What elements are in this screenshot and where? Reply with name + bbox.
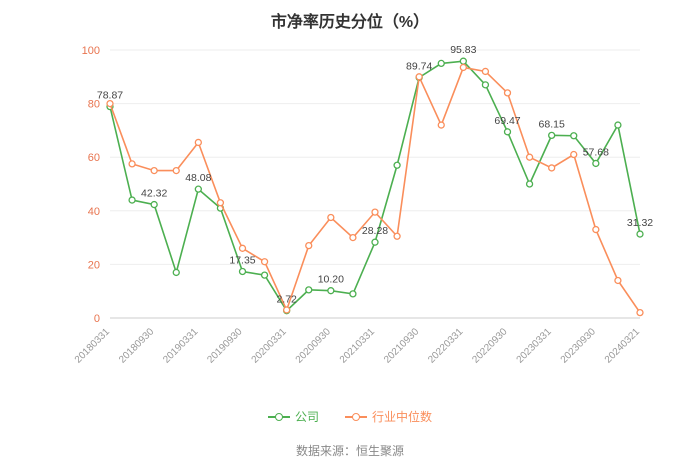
svg-text:48.08: 48.08	[185, 172, 211, 184]
svg-text:20230331: 20230331	[515, 326, 555, 366]
chart-legend: 公司 行业中位数	[0, 408, 700, 425]
svg-text:31.32: 31.32	[627, 217, 653, 229]
legend-circle-icon	[352, 412, 360, 421]
svg-text:17.35: 17.35	[229, 255, 255, 267]
legend-item-industry-median[interactable]: 行业中位数	[345, 408, 432, 425]
svg-text:42.32: 42.32	[141, 188, 167, 200]
svg-text:89.74: 89.74	[406, 60, 432, 72]
svg-text:69.47: 69.47	[494, 115, 520, 127]
legend-label-company: 公司	[294, 410, 319, 424]
legend-label-industry-median: 行业中位数	[372, 410, 433, 424]
svg-text:20180331: 20180331	[73, 326, 113, 366]
legend-circle-icon	[274, 412, 283, 421]
svg-text:68.15: 68.15	[539, 118, 565, 130]
svg-text:20: 20	[88, 259, 100, 271]
svg-text:20240321: 20240321	[603, 326, 643, 366]
legend-line-marker-company	[267, 412, 290, 421]
svg-text:20210331: 20210331	[338, 326, 378, 366]
svg-text:40: 40	[88, 206, 100, 218]
svg-text:20190930: 20190930	[205, 326, 245, 366]
svg-text:20200930: 20200930	[294, 326, 334, 366]
svg-text:80: 80	[88, 99, 100, 111]
svg-text:95.83: 95.83	[450, 44, 476, 56]
svg-text:2.72: 2.72	[276, 294, 297, 306]
svg-text:57.68: 57.68	[583, 146, 609, 158]
chart-title: 市净率历史分位（%）	[270, 14, 430, 31]
svg-text:10.20: 10.20	[318, 274, 344, 286]
svg-text:20220331: 20220331	[426, 326, 466, 366]
legend-item-company[interactable]: 公司	[267, 408, 319, 425]
data-source-note: 数据来源：恒生聚源	[295, 444, 404, 458]
svg-text:20190331: 20190331	[161, 326, 201, 366]
svg-text:20220930: 20220930	[470, 326, 510, 366]
svg-text:20210930: 20210930	[382, 326, 422, 366]
svg-text:60: 60	[88, 152, 100, 164]
svg-text:20200331: 20200331	[250, 326, 290, 366]
svg-text:78.87: 78.87	[97, 90, 123, 102]
svg-text:20230930: 20230930	[559, 326, 599, 366]
legend-line-marker-industry	[345, 412, 367, 421]
svg-text:28.28: 28.28	[362, 225, 388, 237]
svg-text:20180930: 20180930	[117, 326, 157, 366]
svg-text:0: 0	[94, 313, 100, 325]
svg-text:100: 100	[82, 45, 100, 57]
